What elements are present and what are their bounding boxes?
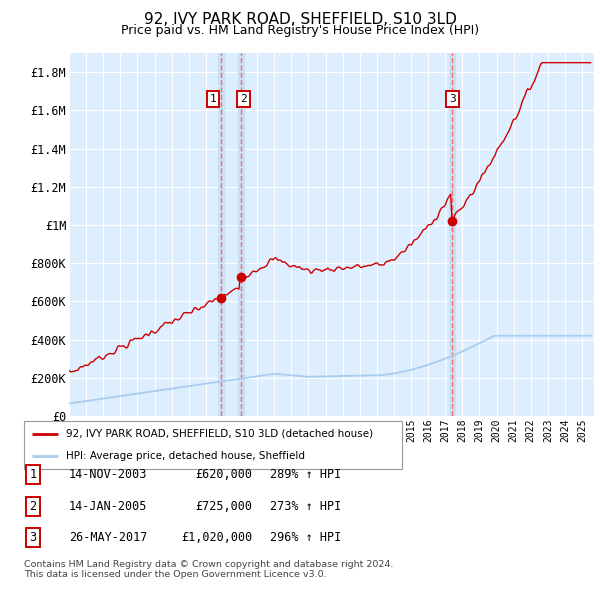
Text: 1: 1 [209, 94, 217, 104]
Text: 289% ↑ HPI: 289% ↑ HPI [270, 468, 341, 481]
Text: 14-NOV-2003: 14-NOV-2003 [69, 468, 148, 481]
Bar [238, 53, 244, 416]
Text: Contains HM Land Registry data © Crown copyright and database right 2024.
This d: Contains HM Land Registry data © Crown c… [24, 560, 394, 579]
Text: £620,000: £620,000 [195, 468, 252, 481]
Text: 1: 1 [29, 468, 37, 481]
Text: 14-JAN-2005: 14-JAN-2005 [69, 500, 148, 513]
Text: 26-MAY-2017: 26-MAY-2017 [69, 531, 148, 544]
Text: 273% ↑ HPI: 273% ↑ HPI [270, 500, 341, 513]
Text: £725,000: £725,000 [195, 500, 252, 513]
Text: 2: 2 [240, 94, 247, 104]
Bar [218, 53, 224, 416]
Text: Price paid vs. HM Land Registry's House Price Index (HPI): Price paid vs. HM Land Registry's House … [121, 24, 479, 37]
Text: 3: 3 [449, 94, 456, 104]
Text: 296% ↑ HPI: 296% ↑ HPI [270, 531, 341, 544]
Text: £1,020,000: £1,020,000 [181, 531, 252, 544]
Text: 2: 2 [29, 500, 37, 513]
FancyBboxPatch shape [24, 421, 402, 469]
Text: 92, IVY PARK ROAD, SHEFFIELD, S10 3LD (detached house): 92, IVY PARK ROAD, SHEFFIELD, S10 3LD (d… [65, 429, 373, 439]
Text: 3: 3 [29, 531, 37, 544]
Text: HPI: Average price, detached house, Sheffield: HPI: Average price, detached house, Shef… [65, 451, 305, 461]
Text: 92, IVY PARK ROAD, SHEFFIELD, S10 3LD: 92, IVY PARK ROAD, SHEFFIELD, S10 3LD [143, 12, 457, 27]
Bar [449, 53, 455, 416]
